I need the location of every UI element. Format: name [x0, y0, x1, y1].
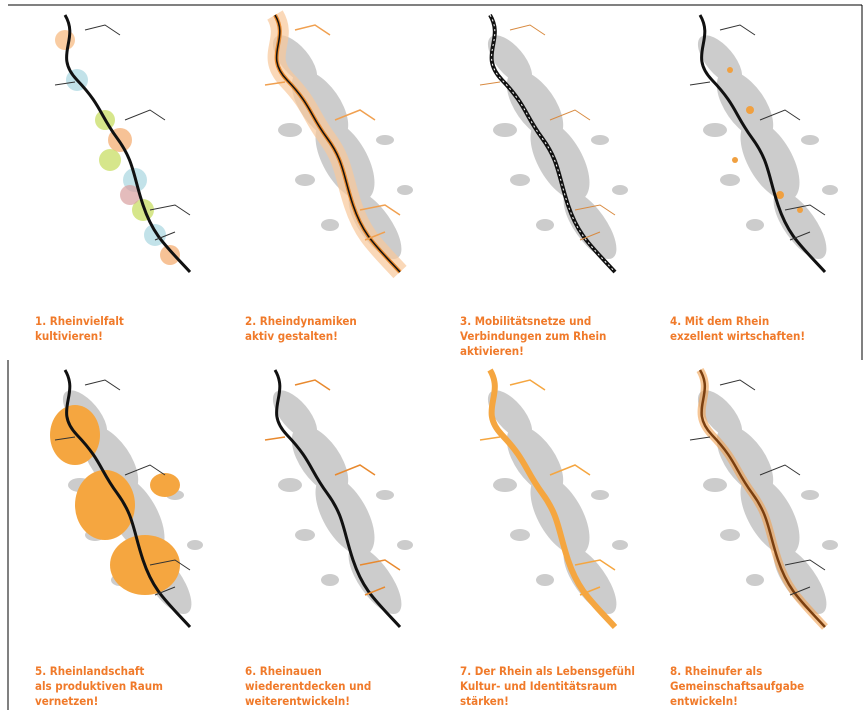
caption-line: 5. Rheinlandschaft — [35, 664, 144, 678]
caption-line: 3. Mobilitätsnetze und — [460, 314, 591, 328]
caption-line: 6. Rheinauen — [245, 664, 322, 678]
caption-line: exzellent wirtschaften! — [670, 329, 805, 343]
map — [479, 370, 628, 627]
caption-line: weiterentwickeln! — [245, 694, 350, 708]
caption-line: 4. Mit dem Rhein — [670, 314, 769, 328]
caption-line: wiederentdecken und — [245, 679, 371, 693]
caption-line: stärken! — [460, 694, 509, 708]
map — [689, 370, 838, 627]
caption-line: als produktiven Raum — [35, 679, 163, 693]
map — [689, 13, 838, 274]
caption-line: aktiv gestalten! — [245, 329, 338, 343]
caption-line: kultivieren! — [35, 329, 103, 343]
caption-line: aktivieren! — [460, 344, 524, 358]
map — [264, 15, 413, 272]
caption-line: 7. Der Rhein als Lebensgefühl — [460, 664, 635, 678]
map — [264, 368, 413, 629]
caption-line: vernetzen! — [35, 694, 98, 708]
caption-line: Verbindungen zum Rhein — [460, 329, 606, 343]
caption-line: Kultur- und Identitätsraum — [460, 679, 617, 693]
caption-line: 1. Rheinvielfalt — [35, 314, 124, 328]
map — [54, 13, 192, 274]
caption-line: 8. Rheinufer als — [670, 664, 762, 678]
map — [50, 368, 204, 629]
caption-line: Gemeinschaftsaufgabe — [670, 679, 804, 693]
caption-line: entwickeln! — [670, 694, 738, 708]
caption-line: 2. Rheindynamiken — [245, 314, 357, 328]
map — [479, 13, 628, 274]
